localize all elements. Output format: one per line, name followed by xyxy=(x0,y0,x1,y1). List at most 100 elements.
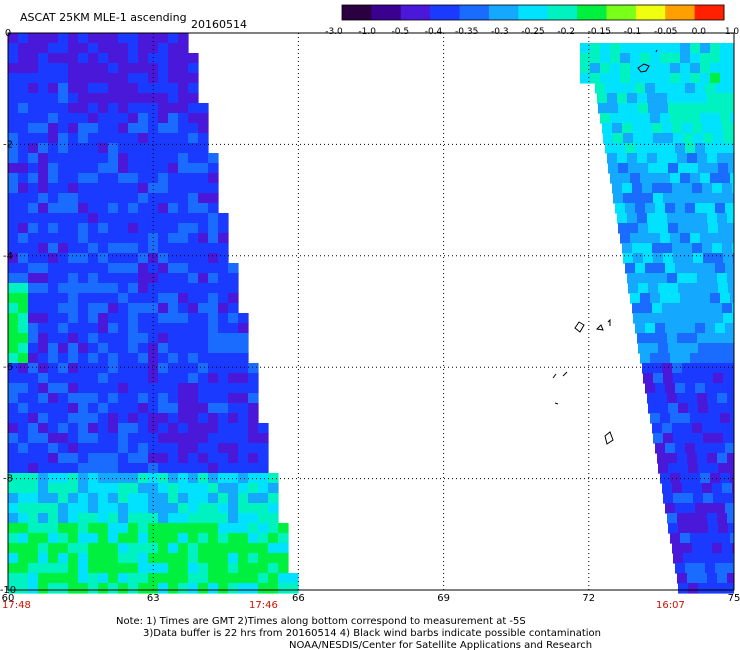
swath-cell xyxy=(660,73,671,84)
swath-cell xyxy=(673,133,684,144)
swath-cell xyxy=(637,153,648,164)
swath-cell xyxy=(128,373,139,384)
swath-cell xyxy=(128,523,139,534)
swath-cell xyxy=(98,313,109,324)
swath-cell xyxy=(722,363,733,374)
swath-cell xyxy=(28,243,39,254)
swath-cell xyxy=(78,63,89,74)
swath-cell xyxy=(58,413,69,424)
swath-cell xyxy=(188,353,199,364)
swath-cell xyxy=(725,143,734,154)
swath-cell xyxy=(218,513,229,524)
swath-cell xyxy=(18,133,29,144)
swath-cell xyxy=(78,123,89,134)
swath-cell xyxy=(128,453,139,464)
swath-cell xyxy=(730,533,734,544)
swath-cell xyxy=(698,283,709,294)
swath-cell xyxy=(645,263,656,274)
swath-cell xyxy=(28,113,39,124)
swath-cell xyxy=(697,273,708,284)
swath-cell xyxy=(38,43,49,54)
swath-cell xyxy=(18,523,29,534)
island-outline xyxy=(607,318,611,326)
swath-cell xyxy=(68,283,79,294)
swath-cell xyxy=(38,373,49,384)
swath-cell xyxy=(680,533,691,544)
swath-cell xyxy=(218,283,229,294)
swath-cell xyxy=(38,503,49,514)
swath-cell xyxy=(18,423,29,434)
swath-cell xyxy=(168,523,179,534)
swath-cell xyxy=(652,183,663,194)
swath-cell xyxy=(118,63,129,74)
swath-cell xyxy=(128,543,139,554)
swath-cell xyxy=(677,573,688,584)
swath-cell xyxy=(718,463,729,474)
swath-cell xyxy=(58,153,69,164)
swath-cell xyxy=(38,433,49,444)
swath-cell xyxy=(28,443,39,454)
swath-cell xyxy=(208,393,219,404)
swath-cell xyxy=(88,493,99,504)
swath-cell xyxy=(188,573,199,584)
swath-cell xyxy=(228,353,239,364)
swath-cell xyxy=(98,493,109,504)
swath-cell xyxy=(148,153,159,164)
swath-cell xyxy=(278,563,289,574)
swath-cell xyxy=(148,333,159,344)
swath-cell xyxy=(8,203,19,214)
swath-cell xyxy=(677,453,688,464)
swath-cell xyxy=(178,193,189,204)
swath-cell xyxy=(610,63,621,74)
swath-cell xyxy=(218,583,229,594)
swath-cell xyxy=(118,473,129,484)
swath-cell xyxy=(658,463,669,474)
swath-cell xyxy=(625,203,636,214)
swath-cell xyxy=(28,273,39,284)
swath-cell xyxy=(8,173,19,184)
swath-cell xyxy=(218,223,229,234)
swath-cell xyxy=(88,553,99,564)
swath-cell xyxy=(128,93,139,104)
swath-cell xyxy=(248,483,259,494)
swath-cell xyxy=(660,473,671,484)
swath-cell xyxy=(118,383,129,394)
swath-cell xyxy=(238,553,249,564)
swath-cell xyxy=(18,253,29,264)
swath-cell xyxy=(78,133,89,144)
swath-cell xyxy=(108,343,119,354)
swath-cell xyxy=(668,223,679,234)
swath-cell xyxy=(208,333,219,344)
swath-cell xyxy=(128,353,139,364)
swath-cell xyxy=(677,333,688,344)
swath-cell xyxy=(88,233,99,244)
swath-cell xyxy=(158,303,169,314)
swath-cell xyxy=(108,353,119,364)
swath-cell xyxy=(18,313,29,324)
swath-cell xyxy=(138,273,149,284)
swath-cell xyxy=(78,333,89,344)
swath-cell xyxy=(663,493,674,504)
swath-cell xyxy=(158,573,169,584)
swath-cell xyxy=(238,323,249,334)
swath-cell xyxy=(685,83,696,94)
swath-cell xyxy=(168,533,179,544)
swath-cell xyxy=(258,523,269,534)
swath-cell xyxy=(48,513,59,524)
swath-cell xyxy=(118,193,129,204)
swath-cell xyxy=(685,263,696,274)
colorbar-swatches xyxy=(341,4,725,21)
swath-cell xyxy=(128,383,139,394)
swath-cell xyxy=(228,343,239,354)
swath-cell xyxy=(88,373,99,384)
swath-cell xyxy=(38,153,49,164)
swath-cell xyxy=(98,93,109,104)
swath-cell xyxy=(98,83,109,94)
swath-cell xyxy=(680,473,691,484)
swath-cell xyxy=(138,573,149,584)
swath-cell xyxy=(118,233,129,244)
swath-cell xyxy=(78,533,89,544)
swath-cell xyxy=(597,93,608,104)
swath-cell xyxy=(695,443,706,454)
swath-cell xyxy=(128,133,139,144)
